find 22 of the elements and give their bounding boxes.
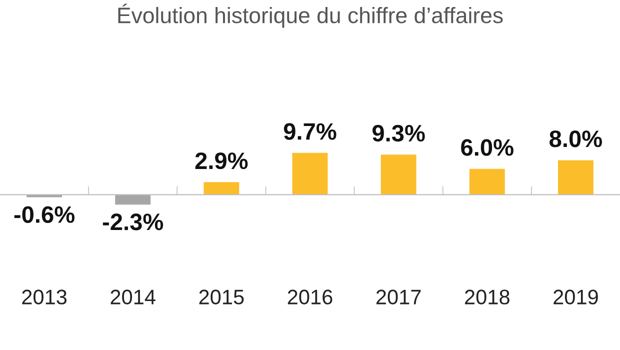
bar <box>380 154 416 195</box>
x-tick-label: 2018 <box>465 290 510 304</box>
x-tick-label: 2013 <box>22 290 67 304</box>
bar <box>558 160 594 195</box>
bar <box>292 152 328 195</box>
data-label: -0.6% <box>14 206 75 223</box>
data-label: 8.0% <box>550 130 602 148</box>
x-tick-label: 2014 <box>110 290 156 304</box>
chart-title: Évolution historique du chiffre d’affaires <box>118 4 503 28</box>
bar <box>26 194 62 198</box>
x-tick-label: 2016 <box>288 290 332 304</box>
x-tick-label: 2017 <box>376 290 421 304</box>
data-label: 9.7% <box>284 123 336 140</box>
bar <box>469 168 505 195</box>
data-label: 9.3% <box>372 124 425 142</box>
data-label: 6.0% <box>461 139 514 156</box>
x-tick-label: 2019 <box>554 290 598 304</box>
data-label: -2.3% <box>102 214 164 230</box>
x-tick-label: 2015 <box>199 290 244 304</box>
data-label: 2.9% <box>195 152 248 170</box>
bar <box>204 182 240 195</box>
bar <box>115 194 151 205</box>
